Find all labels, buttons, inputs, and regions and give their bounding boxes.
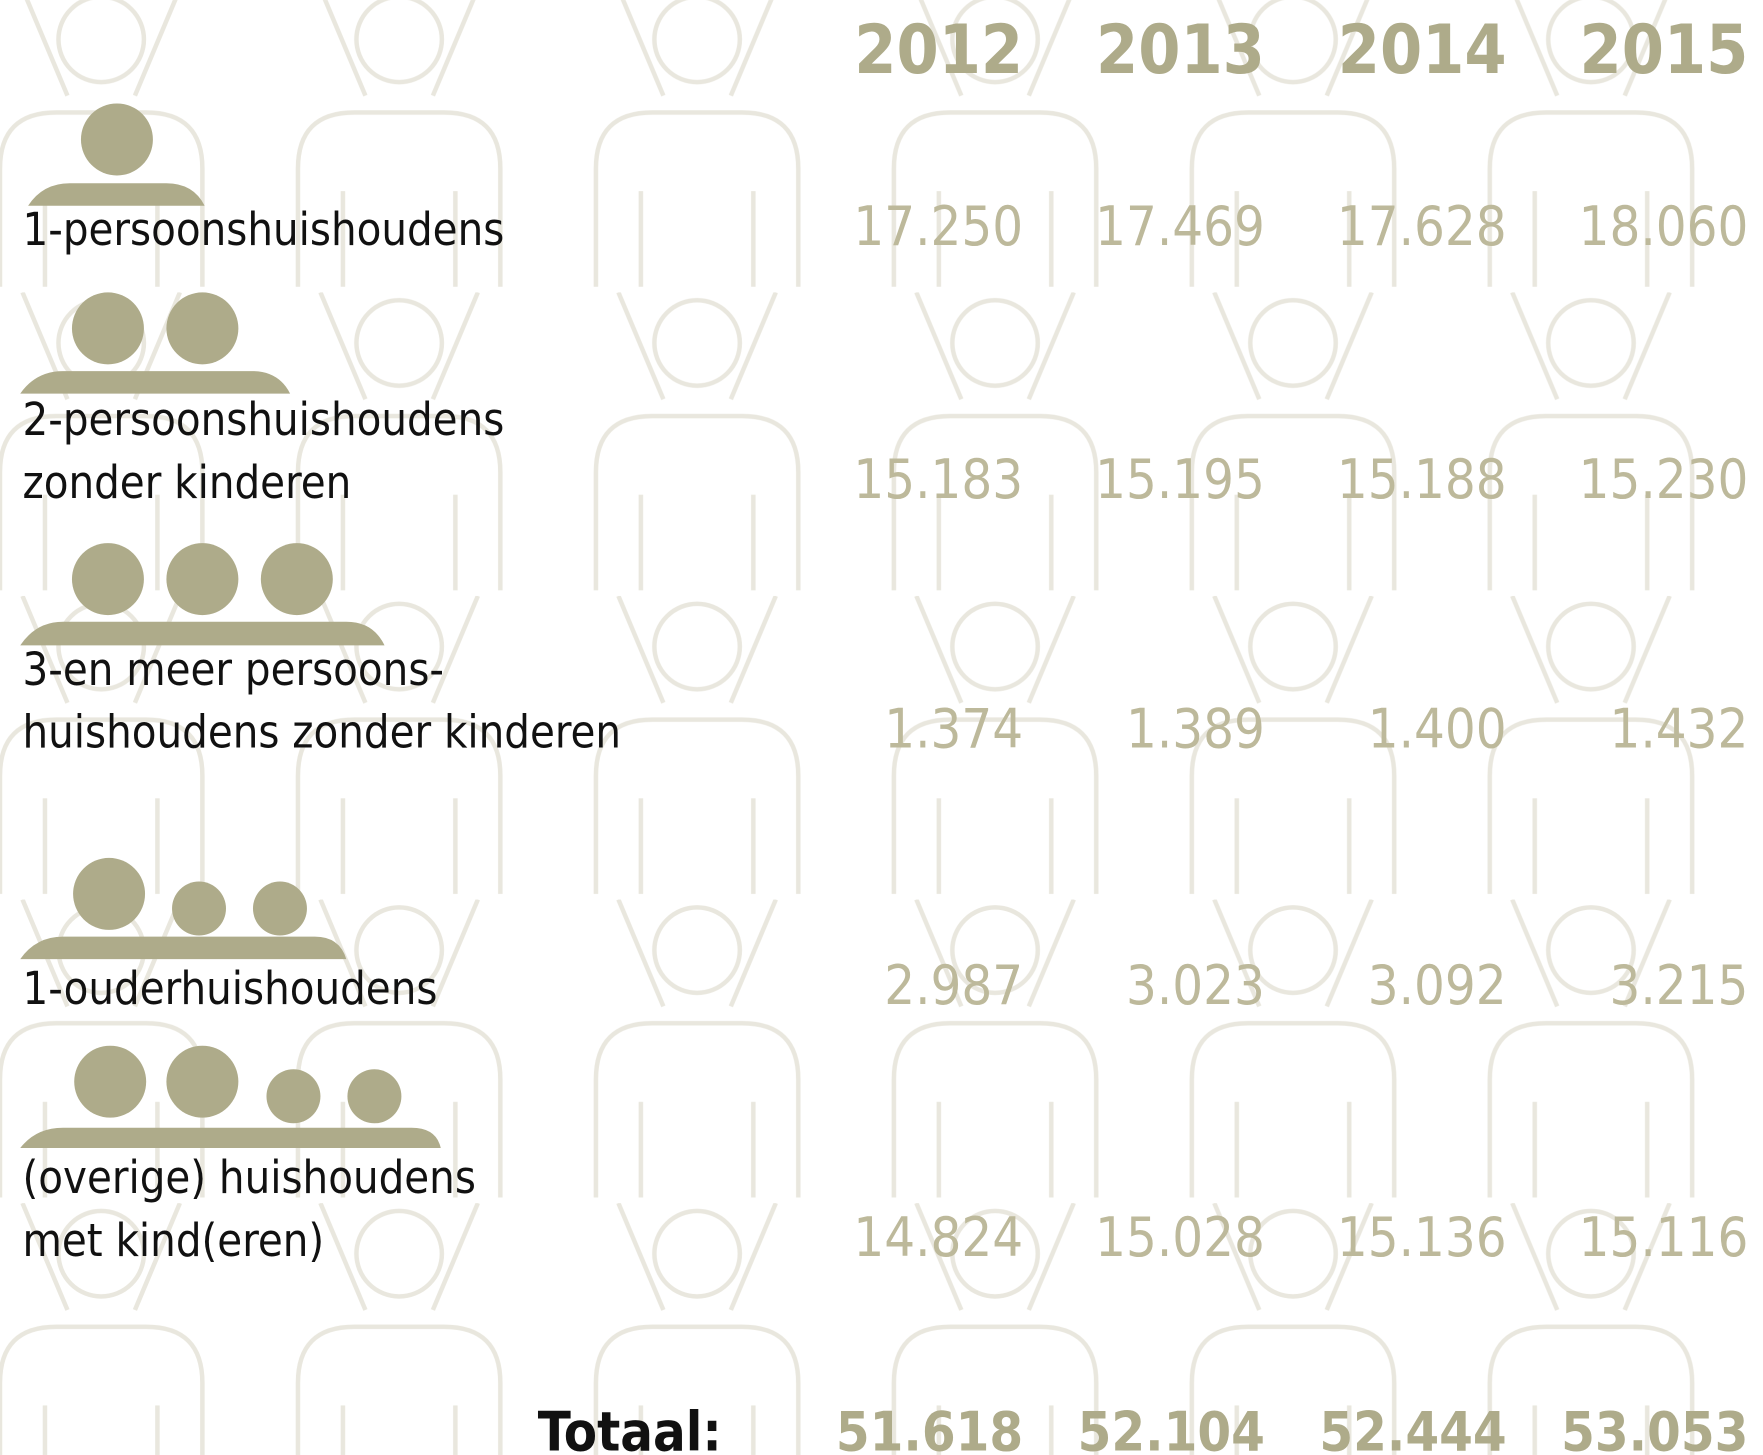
row-label: met kind(eren) (22, 1214, 324, 1267)
cell-value: 1.432 (1609, 698, 1748, 761)
cell-value: 1.389 (1126, 698, 1265, 761)
icon-single-parent (20, 857, 347, 960)
year-header: 2015 (1579, 10, 1748, 89)
cell-value: 15.028 (1095, 1206, 1265, 1269)
cell-value: 2.987 (884, 954, 1023, 1017)
cell-value: 14.824 (853, 1206, 1023, 1269)
cell-value: 15.183 (853, 448, 1023, 511)
row-label: 1-persoonshuishoudens (22, 203, 504, 256)
total-value: 52.444 (1319, 1400, 1506, 1455)
icon-1-person (28, 103, 205, 206)
row-label: 2-persoonshuishoudens (22, 393, 504, 446)
row-label: (overige) huishoudens (22, 1151, 475, 1204)
cell-value: 15.116 (1579, 1206, 1749, 1269)
cell-value: 17.469 (1095, 195, 1265, 258)
total-value: 52.104 (1078, 1400, 1265, 1455)
row-label: 1-ouderhuishoudens (22, 962, 437, 1015)
year-header: 2013 (1096, 10, 1265, 89)
cell-value: 3.023 (1126, 954, 1265, 1017)
icon-2-persons (20, 292, 291, 394)
year-header: 2014 (1338, 10, 1507, 89)
cell-value: 18.060 (1579, 195, 1749, 258)
cell-value: 15.195 (1095, 448, 1265, 511)
cell-value: 1.400 (1368, 698, 1507, 761)
cell-value: 1.374 (884, 698, 1023, 761)
total-value: 51.618 (836, 1400, 1023, 1455)
row-label: huishoudens zonder kinderen (22, 706, 621, 759)
cell-value: 3.092 (1368, 954, 1507, 1017)
total-value: 53.053 (1561, 1400, 1748, 1455)
cell-value: 15.136 (1337, 1206, 1507, 1269)
cell-value: 3.215 (1609, 954, 1748, 1017)
icon-family (20, 1045, 441, 1149)
cell-value: 15.188 (1337, 448, 1507, 511)
year-header: 2012 (854, 10, 1023, 89)
total-label: Totaal: (538, 1400, 722, 1455)
row-label: zonder kinderen (22, 456, 351, 509)
icons (20, 103, 441, 1149)
icon-3-persons (20, 543, 385, 646)
row-label: 3-en meer persoons- (22, 643, 444, 696)
cell-value: 17.250 (853, 195, 1023, 258)
cell-value: 17.628 (1337, 195, 1507, 258)
cell-value: 15.230 (1579, 448, 1749, 511)
